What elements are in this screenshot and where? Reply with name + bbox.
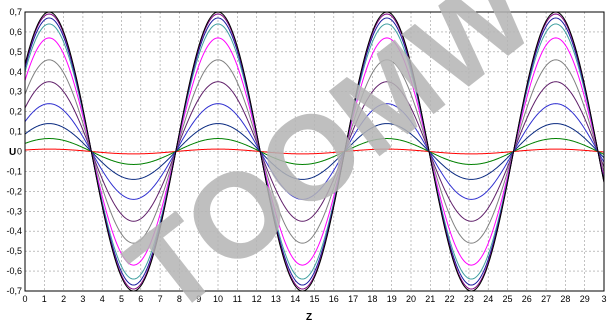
x-tick-label: 25: [502, 294, 512, 304]
y-tick-label: 0,4: [9, 67, 22, 77]
x-tick-label: 14: [290, 294, 300, 304]
series-line: [24, 103, 605, 200]
y-tick-label: 0,2: [9, 107, 22, 117]
y-tick-label: -0,4: [6, 226, 22, 236]
x-tick-label: 20: [406, 294, 416, 304]
y-tick-label: -0,6: [6, 266, 22, 276]
x-tick-label: 3: [80, 294, 85, 304]
series-line: [24, 138, 605, 165]
x-tick-label: 15: [309, 294, 319, 304]
y-tick-label: -0,3: [6, 206, 22, 216]
series-group: [24, 11, 605, 292]
x-tick-label: 7: [158, 294, 163, 304]
y-tick-label: -0,5: [6, 246, 22, 256]
y-tick-label: 0: [17, 147, 22, 157]
x-tick-label: 23: [464, 294, 474, 304]
x-tick-label: 17: [348, 294, 358, 304]
x-tick-label: 11: [233, 294, 242, 304]
y-tick-label: 0,3: [9, 87, 22, 97]
y-tick-label: 0,1: [9, 127, 22, 137]
x-tick-label: 16: [329, 294, 339, 304]
x-tick-label: 19: [387, 294, 397, 304]
x-tick-label: 6: [138, 294, 143, 304]
x-tick-label: 18: [367, 294, 377, 304]
x-tick-label: 13: [271, 294, 281, 304]
series-line: [24, 37, 605, 266]
x-tick-label: 27: [541, 294, 551, 304]
x-tick-label: 9: [196, 294, 201, 304]
series-line: [24, 148, 605, 155]
x-tick-label: 5: [119, 294, 124, 304]
x-tick-label: 1: [42, 294, 47, 304]
x-axis-label: Z: [306, 312, 312, 323]
x-tick-label: 22: [445, 294, 455, 304]
series-line: [24, 81, 605, 222]
y-tick-label: 0,5: [9, 47, 22, 57]
x-tick-label: 24: [483, 294, 493, 304]
x-axis-ticks: 0 1 2 3 4 5 6 7 8 9 10 11 12 13 14 15 16 17 18 19 20 21 22 23 24…: [22, 294, 606, 304]
series-line: [24, 59, 605, 244]
y-tick-label: 0,7: [9, 7, 22, 17]
y-tick-label: 0,6: [9, 27, 22, 37]
x-tick-label: 8: [177, 294, 182, 304]
plot-frame: [24, 11, 605, 292]
x-tick-label: 4: [100, 294, 105, 304]
x-tick-label: 12: [252, 294, 262, 304]
x-tick-label: 10: [213, 294, 223, 304]
y-tick-label: -0,2: [6, 186, 22, 196]
y-tick-label: -0,7: [6, 286, 22, 296]
x-tick-label: 28: [560, 294, 570, 304]
y-tick-label: -0,1: [6, 166, 22, 176]
x-tick-label: 29: [580, 294, 590, 304]
y-axis-ticks: 0,7 0,6 0,5 0,4 0,3 0,2 0,1 0 -0,1 -0,2 -0,3 -0,4 -0…: [6, 7, 22, 296]
x-tick-label: 3: [601, 294, 606, 304]
x-tick-label: 2: [61, 294, 66, 304]
x-tick-label: 21: [425, 294, 435, 304]
series-line: [24, 123, 605, 180]
x-tick-label: 0: [22, 294, 27, 304]
y-axis-label: U: [9, 147, 16, 158]
series-line: [24, 11, 605, 292]
x-tick-label: 26: [522, 294, 532, 304]
